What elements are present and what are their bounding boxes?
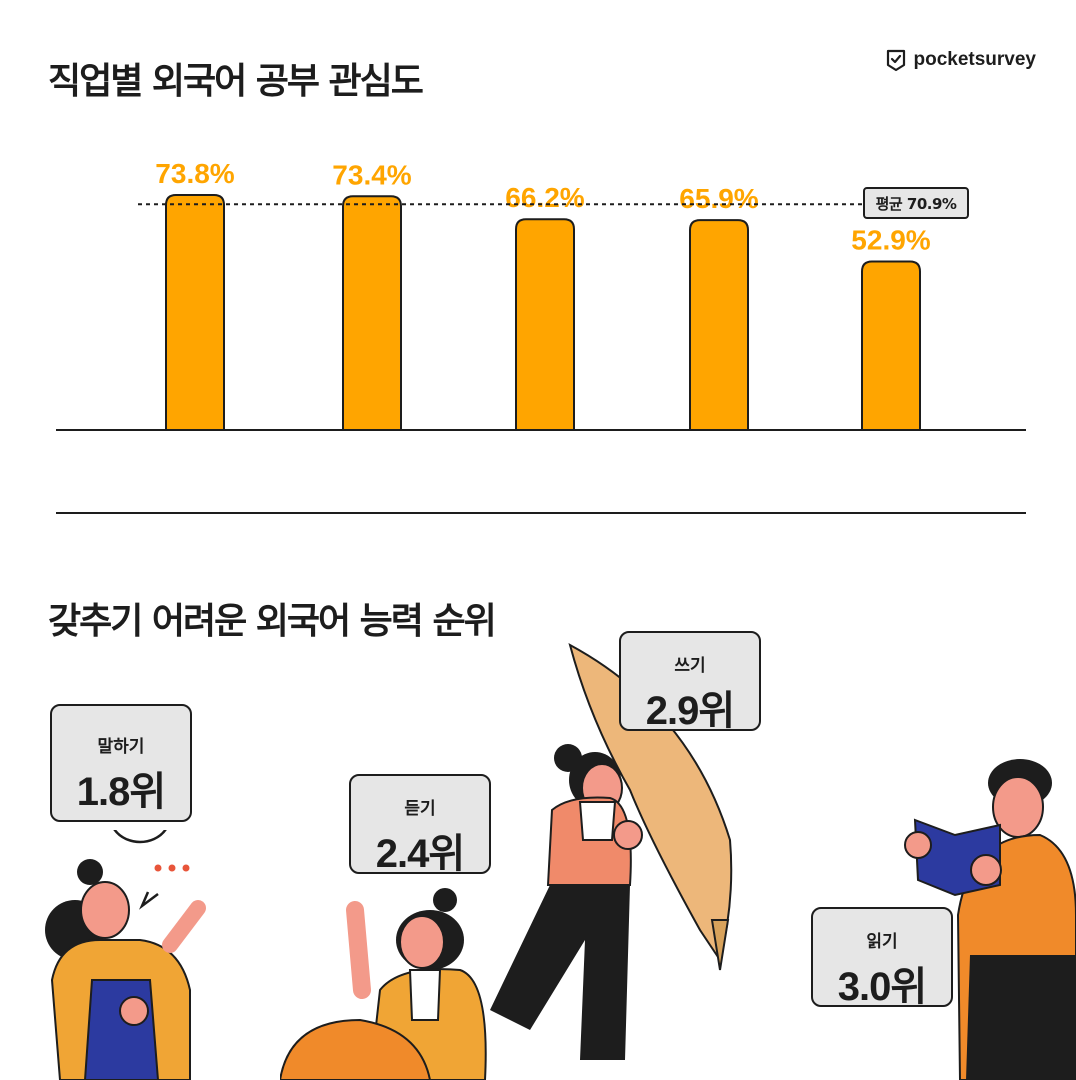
bar xyxy=(165,194,225,430)
logo-text: pocketsurvey xyxy=(913,49,1036,70)
average-label: 평균 70.9% xyxy=(863,187,969,219)
chart-title: 직업별 외국어 공부 관심도 xyxy=(48,61,424,102)
rank-card-writing: 쓰기 2.9위 xyxy=(619,631,761,733)
rank-card-speaking: 말하기 1.8위 xyxy=(50,704,192,822)
value-label: 73.8% xyxy=(155,158,234,189)
rank-value: 1.8위 xyxy=(76,770,166,814)
pocketsurvey-logo-icon xyxy=(887,49,906,72)
bar xyxy=(861,260,921,430)
value-label: 66.2% xyxy=(505,182,584,213)
reading-man-illustration xyxy=(904,759,1076,1080)
rank-skill: 듣기 xyxy=(404,799,436,819)
speaking-woman-illustration xyxy=(45,830,206,1080)
section-divider xyxy=(56,512,1026,514)
ranking-title: 갖추기 어려운 외국어 능력 순위 xyxy=(48,601,497,642)
rank-value: 2.4위 xyxy=(375,832,465,876)
bar xyxy=(515,218,575,430)
rank-value: 3.0위 xyxy=(837,965,927,1009)
rank-value: 2.9위 xyxy=(645,689,735,733)
bar xyxy=(342,195,402,430)
rank-card-reading: 읽기 3.0위 xyxy=(811,907,953,1009)
writing-woman-illustration xyxy=(490,643,733,1060)
value-label: 73.4% xyxy=(332,159,411,190)
listening-woman-illustration xyxy=(280,888,487,1080)
bar xyxy=(689,219,749,430)
rank-skill: 말하기 xyxy=(97,737,145,757)
rank-skill: 쓰기 xyxy=(674,656,706,676)
rank-card-listening: 듣기 2.4위 xyxy=(349,774,491,876)
rank-skill: 읽기 xyxy=(866,932,898,952)
value-label: 52.9% xyxy=(851,225,930,256)
value-label: 65.9% xyxy=(679,183,758,214)
pocketsurvey-logo: pocketsurvey xyxy=(885,48,1036,72)
bar-chart: 73.8%직장인73.4%학생66.2%프리랜서65.9%취업준비생52.9%자… xyxy=(56,158,1026,431)
